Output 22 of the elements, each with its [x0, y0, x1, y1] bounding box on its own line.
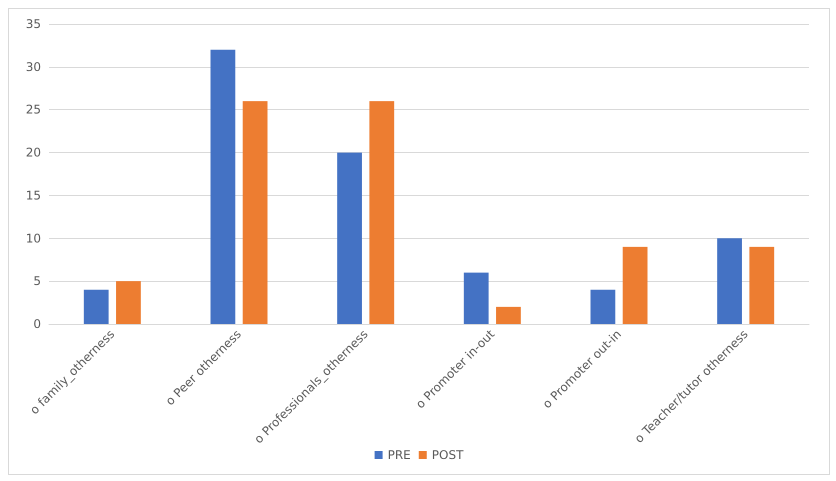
bar: [717, 238, 742, 324]
bar: [210, 50, 236, 324]
bar: [337, 152, 362, 324]
y-tick-label: 5: [33, 274, 41, 288]
y-tick-label: 35: [26, 17, 41, 31]
legend-label: PRE: [388, 448, 411, 462]
bar: [116, 281, 141, 324]
bar: [369, 101, 394, 324]
bar: [590, 290, 616, 324]
bar: [242, 101, 268, 324]
legend-label: POST: [432, 448, 464, 462]
y-tick-label: 0: [33, 317, 41, 331]
bar: [496, 306, 521, 324]
bar: [84, 290, 109, 324]
y-tick-label: 30: [26, 60, 41, 74]
y-tick-label: 25: [26, 102, 41, 117]
y-tick-label: 10: [26, 231, 41, 246]
bar: [749, 246, 774, 324]
bar: [622, 246, 648, 324]
y-tick-label: 20: [26, 146, 41, 160]
y-tick-label: 15: [26, 188, 41, 202]
bar: [464, 272, 489, 324]
